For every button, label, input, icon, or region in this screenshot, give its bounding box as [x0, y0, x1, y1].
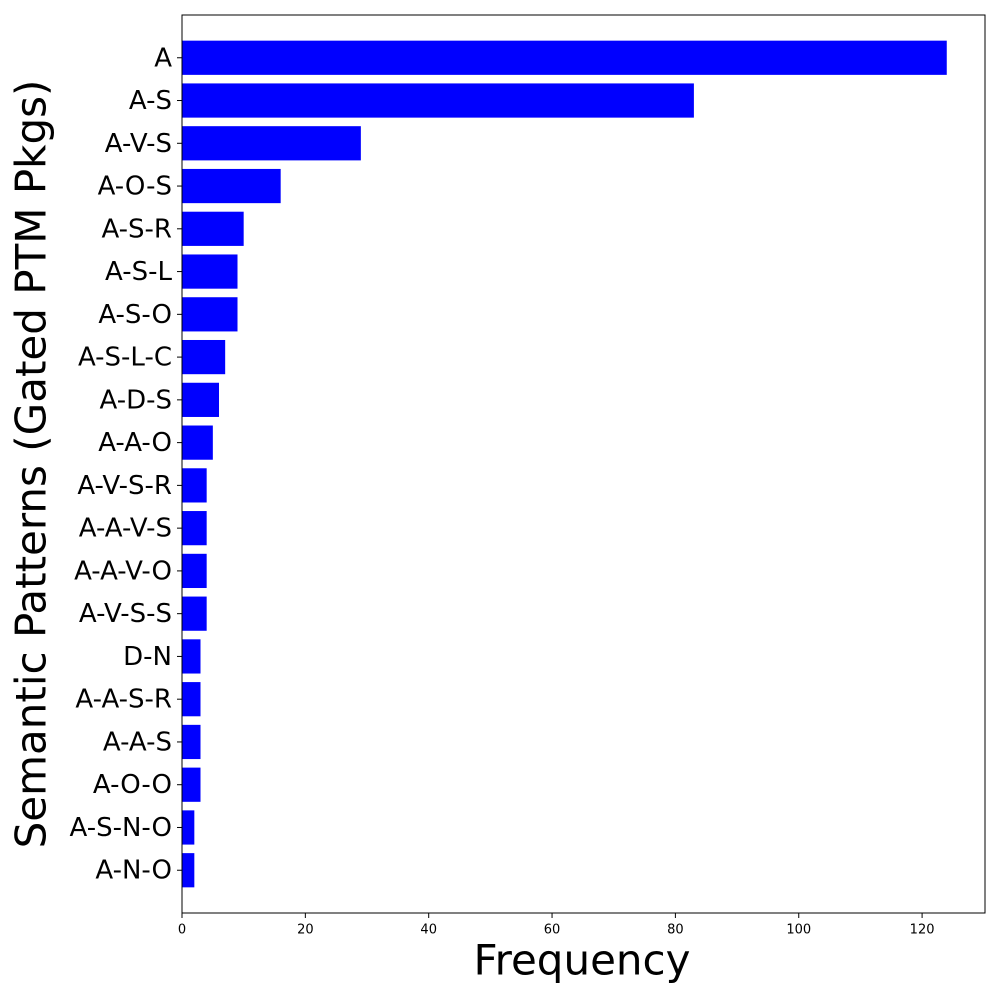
bar: [182, 468, 207, 503]
bar: [182, 297, 238, 332]
y-tick-label: A-N-O: [95, 856, 172, 886]
bar: [182, 810, 195, 845]
y-axis-label: Semantic Patterns (Gated PTM Pkgs): [7, 80, 56, 849]
y-tick-label: A-S-N-O: [69, 813, 172, 843]
bar: [182, 254, 238, 289]
x-tick-label: 60: [544, 923, 561, 938]
bar: [182, 126, 361, 161]
bar: [182, 596, 207, 631]
y-tick-label: A-S-L-C: [78, 343, 172, 373]
y-tick-label: A-V-S-R: [77, 471, 172, 501]
y-tick-label: A-A-V-O: [74, 556, 172, 586]
x-axis-label: Frequency: [474, 936, 691, 985]
y-tick-label: A-S-L: [105, 257, 172, 287]
x-tick-label: 20: [297, 923, 314, 938]
x-tick-label: 100: [786, 923, 811, 938]
y-tick-label: D-N: [123, 642, 172, 672]
bar: [182, 767, 201, 802]
bar: [182, 724, 201, 760]
y-tick-label: A-A-O: [98, 428, 172, 458]
y-tick-label: A-O-O: [93, 770, 172, 800]
y-tick-label: A: [154, 43, 172, 73]
bar: [182, 382, 220, 417]
y-tick-label: A-A-S: [103, 727, 172, 757]
bar: [182, 168, 281, 204]
bar: [182, 853, 195, 888]
plot-frame: [181, 14, 986, 914]
bar: [182, 40, 947, 75]
x-tick-label: 0: [178, 923, 186, 938]
x-tick-label: 120: [910, 923, 935, 938]
y-tick-label: A-A-S-R: [75, 685, 172, 715]
bar: [182, 553, 207, 589]
bar: [182, 211, 244, 246]
y-tick-label: A-S-O: [98, 300, 172, 330]
bar: [182, 339, 226, 375]
y-tick-label: A-S-R: [101, 214, 172, 244]
x-tick-label: 80: [667, 923, 684, 938]
bar: [182, 639, 201, 674]
bar: [182, 83, 694, 118]
y-tick-label: A-D-S: [99, 385, 172, 415]
y-tick-label: A-V-S: [105, 129, 172, 159]
y-tick-label: A-A-V-S: [79, 514, 172, 544]
y-tick-label: A-V-S-S: [79, 599, 172, 629]
x-tick-label: 40: [420, 923, 437, 938]
y-tick-label: A-S: [129, 86, 172, 116]
bar: [182, 682, 201, 717]
bar: [182, 511, 207, 546]
bar: [182, 425, 213, 460]
y-tick-label: A-O-S: [98, 172, 172, 202]
